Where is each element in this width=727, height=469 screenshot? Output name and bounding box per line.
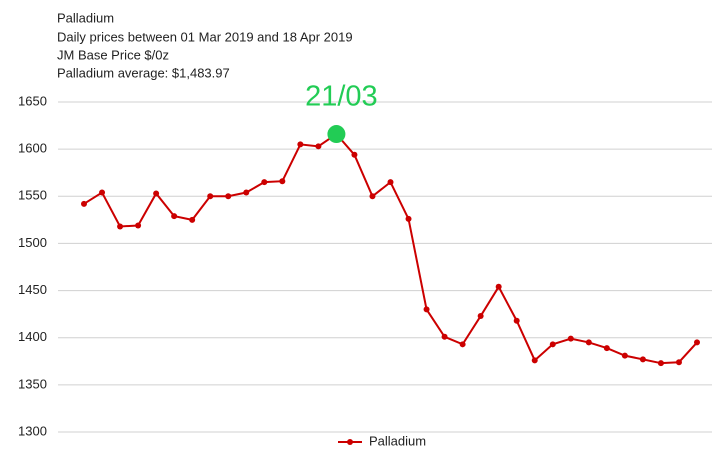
highlight-label: 21/03 [305, 81, 378, 113]
point [694, 339, 700, 346]
point [351, 151, 358, 158]
point [423, 306, 430, 313]
legend-marker [347, 439, 353, 445]
point [495, 283, 502, 290]
point [117, 223, 124, 230]
point [207, 193, 214, 200]
chart-subtitle: Daily prices between 01 Mar 2019 and 18 … [57, 29, 353, 44]
y-tick-label: 1400 [18, 329, 47, 344]
point [657, 360, 664, 367]
point [513, 317, 520, 324]
average-label: Palladium average: $1,483.97 [57, 65, 230, 80]
point [153, 190, 160, 197]
point [477, 313, 484, 320]
point [369, 193, 376, 200]
legend-label: Palladium [369, 433, 426, 448]
y-tick-label: 1650 [18, 93, 47, 108]
point [81, 200, 87, 207]
point [297, 141, 304, 148]
y-tick-label: 1350 [18, 376, 47, 391]
point [549, 341, 556, 348]
point [621, 352, 628, 359]
point [585, 339, 592, 346]
point [387, 179, 394, 186]
y-tick-label: 1550 [18, 188, 47, 203]
point [567, 335, 574, 342]
point [405, 215, 412, 222]
point [171, 213, 178, 220]
point [189, 216, 196, 223]
point [279, 178, 286, 185]
point [441, 333, 448, 340]
point [531, 357, 538, 364]
y-tick-label: 1600 [18, 141, 47, 156]
point [135, 222, 142, 229]
y-tick-label: 1300 [18, 423, 47, 438]
point [603, 345, 610, 352]
point [459, 341, 466, 348]
point [315, 143, 322, 150]
point [675, 359, 682, 366]
point [243, 189, 250, 196]
highlight-point [327, 125, 346, 144]
point [261, 179, 268, 186]
y-tick-label: 1500 [18, 235, 47, 250]
unit-label: JM Base Price $/0z [57, 47, 169, 62]
chart-title: Palladium [57, 10, 114, 25]
point [639, 356, 646, 363]
y-tick-label: 1450 [18, 282, 47, 297]
point [225, 193, 232, 200]
point [99, 189, 106, 196]
